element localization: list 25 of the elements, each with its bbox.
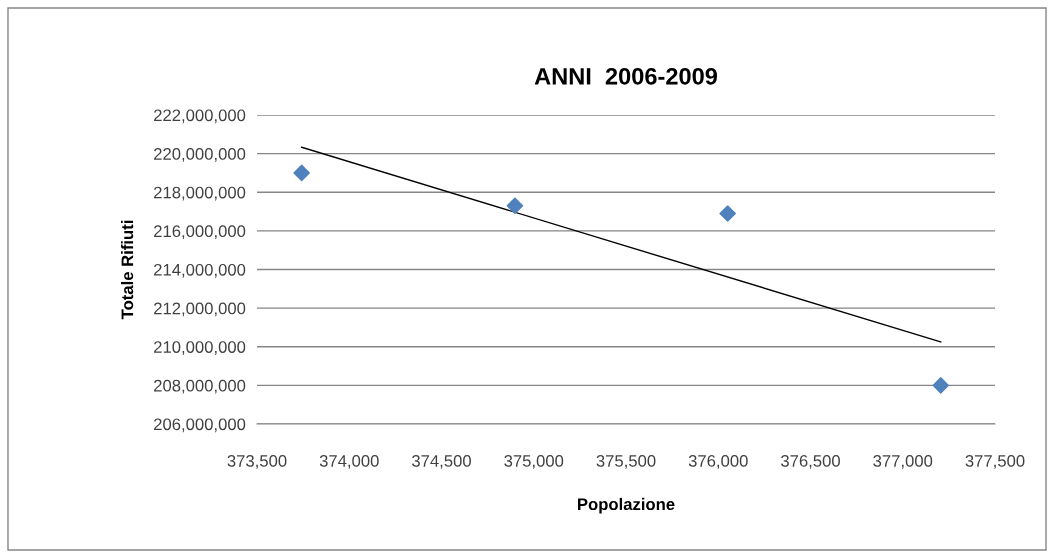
x-tick-label: 376,000 bbox=[688, 455, 748, 469]
y-tick-label: 208,000,000 bbox=[154, 379, 246, 394]
y-axis-title: Totale Rifiuti bbox=[121, 220, 134, 320]
point bbox=[506, 197, 524, 215]
y-tick-label: 214,000,000 bbox=[154, 263, 246, 278]
x-tick-label: 375,000 bbox=[504, 455, 564, 469]
chart-title: ANNI 2006-2009 bbox=[534, 67, 717, 85]
point bbox=[932, 377, 950, 394]
y-tick-label: 206,000,000 bbox=[154, 418, 246, 433]
x-axis-title: Popolazione bbox=[578, 497, 675, 514]
x-tick-label: 373,500 bbox=[227, 455, 287, 469]
x-tick-label: 374,500 bbox=[412, 455, 471, 469]
y-tick-label: 216,000,000 bbox=[154, 225, 246, 240]
y-tick-label: 212,000,000 bbox=[154, 302, 246, 317]
x-tick-label: 374,000 bbox=[319, 455, 379, 469]
point bbox=[293, 164, 310, 182]
x-tick-label: 377,000 bbox=[873, 455, 933, 469]
x-tick-label: 376,500 bbox=[781, 455, 840, 469]
x-tick-label: 375,500 bbox=[596, 455, 656, 469]
y-tick-label: 222,000,000 bbox=[154, 109, 246, 124]
y-tick-label: 218,000,000 bbox=[154, 186, 246, 201]
y-tick-label: 210,000,000 bbox=[154, 341, 246, 355]
y-tick-label: 220,000,000 bbox=[154, 148, 246, 162]
x-tick-label: 377,500 bbox=[965, 455, 1025, 469]
point bbox=[719, 205, 736, 222]
